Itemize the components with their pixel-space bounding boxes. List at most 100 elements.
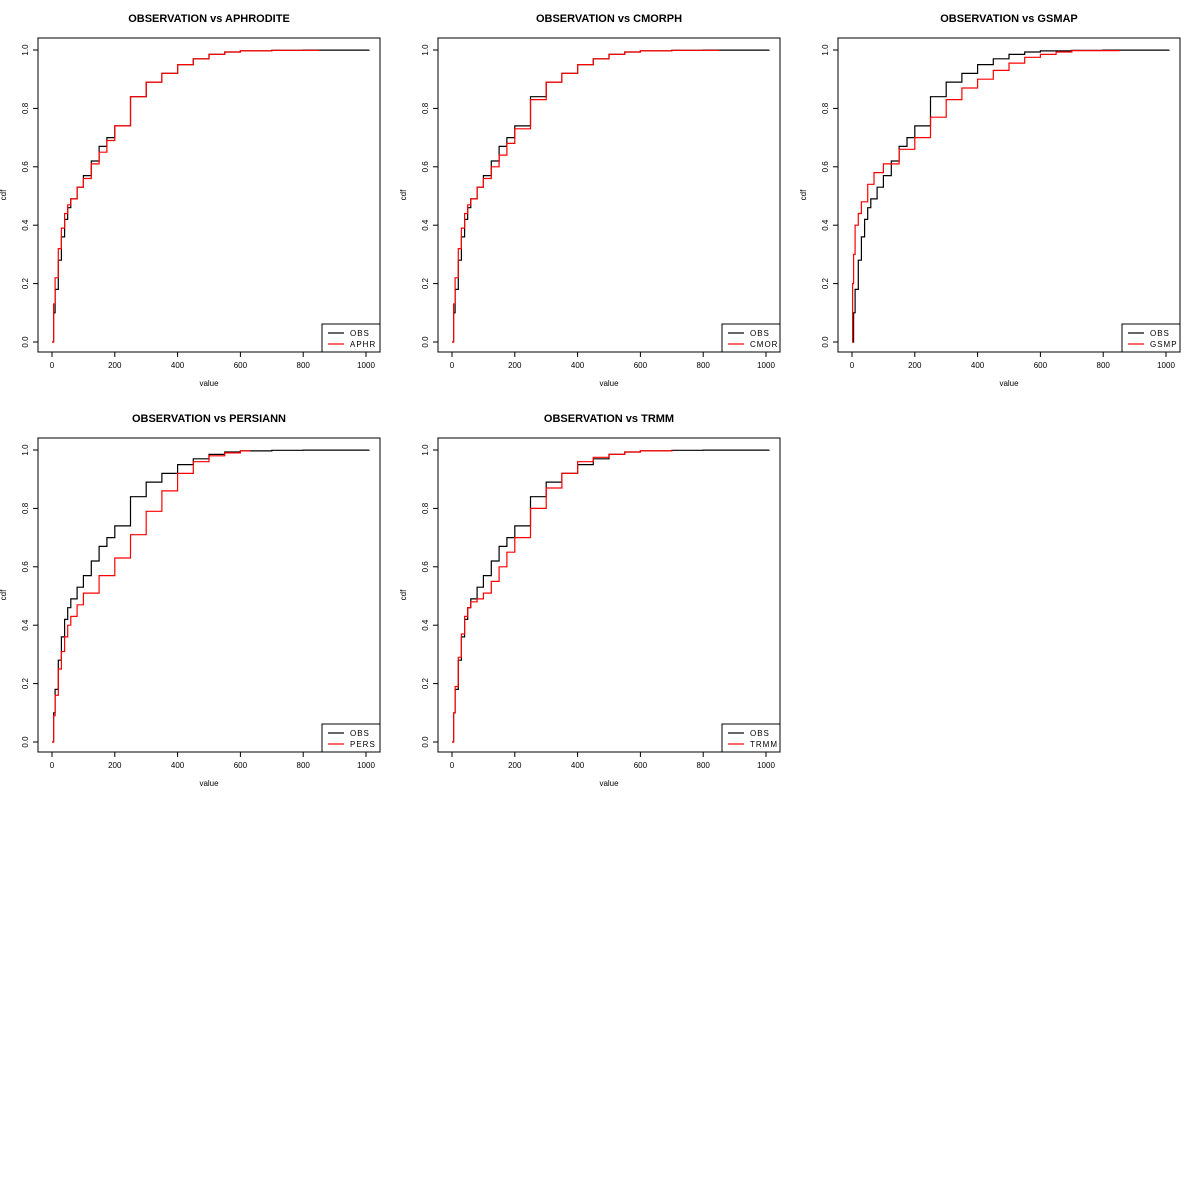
x-tick-label: 1000 bbox=[357, 761, 375, 770]
y-tick-label: 0.6 bbox=[821, 161, 830, 173]
x-tick-label: 0 bbox=[850, 361, 855, 370]
y-tick-label: 0.8 bbox=[821, 102, 830, 114]
legend: OBS CMOR bbox=[721, 323, 781, 353]
y-tick-label: 0.0 bbox=[821, 336, 830, 348]
x-tick-label: 1000 bbox=[357, 361, 375, 370]
x-tick-label: 200 bbox=[508, 761, 522, 770]
legend-label: OBS bbox=[750, 329, 770, 338]
y-tick-label: 0.8 bbox=[21, 102, 30, 114]
x-tick-label: 800 bbox=[697, 761, 711, 770]
legend-label: TRMM bbox=[750, 740, 778, 749]
y-tick-label: 0.8 bbox=[421, 502, 430, 514]
x-tick-label: 800 bbox=[697, 361, 711, 370]
x-tick-label: 400 bbox=[971, 361, 985, 370]
plot-frame bbox=[437, 37, 781, 353]
legend-label: PERS bbox=[350, 740, 376, 749]
x-tick-label: 0 bbox=[50, 761, 55, 770]
legend-box bbox=[1121, 323, 1181, 353]
y-tick-label: 0.2 bbox=[421, 277, 430, 289]
legend-label: APHR bbox=[350, 340, 376, 349]
y-tick-label: 0.2 bbox=[21, 677, 30, 689]
x-tick-label: 800 bbox=[297, 361, 311, 370]
x-tick-label: 600 bbox=[234, 761, 248, 770]
legend: OBS TRMM bbox=[721, 723, 781, 753]
y-axis-label: cdf bbox=[0, 189, 8, 200]
chart-title: OBSERVATION vs APHRODITE bbox=[128, 13, 290, 25]
x-tick-label: 1000 bbox=[757, 361, 775, 370]
y-tick-label: 0.2 bbox=[21, 277, 30, 289]
series-line-obs bbox=[52, 49, 370, 343]
y-tick-label: 1.0 bbox=[821, 44, 830, 56]
legend-box bbox=[721, 723, 781, 753]
y-tick-label: 0.6 bbox=[21, 161, 30, 173]
y-tick-label: 0.0 bbox=[21, 736, 30, 748]
plot-frame bbox=[37, 37, 381, 353]
legend-label: GSMP bbox=[1150, 340, 1178, 349]
x-tick-label: 400 bbox=[571, 361, 585, 370]
plot-frame bbox=[37, 437, 381, 753]
x-tick-label: 400 bbox=[171, 361, 185, 370]
series-line-trmm bbox=[452, 450, 673, 743]
y-tick-label: 0.0 bbox=[21, 336, 30, 348]
y-tick-label: 0.4 bbox=[421, 219, 430, 231]
legend-label: CMOR bbox=[750, 340, 778, 349]
y-tick-label: 0.6 bbox=[421, 561, 430, 573]
y-tick-label: 0.4 bbox=[21, 619, 30, 631]
y-tick-label: 0.4 bbox=[421, 619, 430, 631]
chart-title: OBSERVATION vs PERSIANN bbox=[132, 413, 286, 425]
y-axis-label: cdf bbox=[399, 589, 408, 600]
y-tick-label: 0.4 bbox=[821, 219, 830, 231]
x-axis-label: value bbox=[999, 379, 1019, 388]
series-line-aphr bbox=[52, 49, 320, 343]
x-tick-label: 600 bbox=[1034, 361, 1048, 370]
y-axis-label: cdf bbox=[399, 189, 408, 200]
chart-panel-2: OBSERVATION vs CMORPH 0 200 400 600 800 1000 0.… bbox=[399, 13, 781, 388]
series-line-cmor bbox=[452, 49, 720, 343]
x-tick-label: 0 bbox=[450, 361, 455, 370]
chart-panel-5: OBSERVATION vs TRMM 0 200 400 600 800 1000 0.0 0… bbox=[399, 413, 781, 788]
y-tick-label: 0.8 bbox=[421, 102, 430, 114]
y-tick-label: 0.6 bbox=[21, 561, 30, 573]
plot-frame bbox=[837, 37, 1181, 353]
x-tick-label: 0 bbox=[450, 761, 455, 770]
x-tick-label: 600 bbox=[634, 361, 648, 370]
y-tick-label: 0.6 bbox=[421, 161, 430, 173]
x-tick-label: 600 bbox=[634, 761, 648, 770]
legend-box bbox=[321, 723, 381, 753]
x-tick-label: 0 bbox=[50, 361, 55, 370]
chart-title: OBSERVATION vs CMORPH bbox=[536, 13, 682, 25]
x-tick-label: 800 bbox=[1097, 361, 1111, 370]
y-tick-label: 1.0 bbox=[21, 444, 30, 456]
legend: OBS PERS bbox=[321, 723, 381, 753]
y-tick-label: 1.0 bbox=[21, 44, 30, 56]
chart-title: OBSERVATION vs TRMM bbox=[544, 413, 674, 425]
y-tick-label: 0.8 bbox=[21, 502, 30, 514]
legend-label: OBS bbox=[1150, 329, 1170, 338]
y-tick-label: 1.0 bbox=[421, 44, 430, 56]
legend-label: OBS bbox=[350, 729, 370, 738]
series-line-gsmp bbox=[852, 50, 1120, 343]
y-tick-label: 1.0 bbox=[421, 444, 430, 456]
series-line-obs bbox=[852, 49, 1170, 343]
y-tick-label: 0.0 bbox=[421, 336, 430, 348]
legend-label: OBS bbox=[750, 729, 770, 738]
chart-panel-3: OBSERVATION vs GSMAP 0 200 400 600 800 1000 0.0… bbox=[799, 13, 1181, 388]
legend-label: OBS bbox=[350, 329, 370, 338]
series-line-obs bbox=[452, 49, 770, 343]
x-tick-label: 1000 bbox=[1157, 361, 1175, 370]
chart-title: OBSERVATION vs GSMAP bbox=[940, 13, 1078, 25]
series-line-obs bbox=[452, 449, 770, 743]
y-axis-label: cdf bbox=[0, 589, 8, 600]
y-tick-label: 0.0 bbox=[421, 736, 430, 748]
legend-box bbox=[721, 323, 781, 353]
chart-panel-1: OBSERVATION vs APHRODITE 0 200 400 600 800 100… bbox=[0, 13, 381, 388]
x-tick-label: 800 bbox=[297, 761, 311, 770]
series-line-pers bbox=[52, 450, 251, 743]
x-axis-label: value bbox=[599, 779, 619, 788]
x-tick-label: 200 bbox=[908, 361, 922, 370]
y-tick-label: 0.2 bbox=[821, 277, 830, 289]
x-axis-label: value bbox=[199, 779, 219, 788]
plot-frame bbox=[437, 437, 781, 753]
x-axis-label: value bbox=[599, 379, 619, 388]
